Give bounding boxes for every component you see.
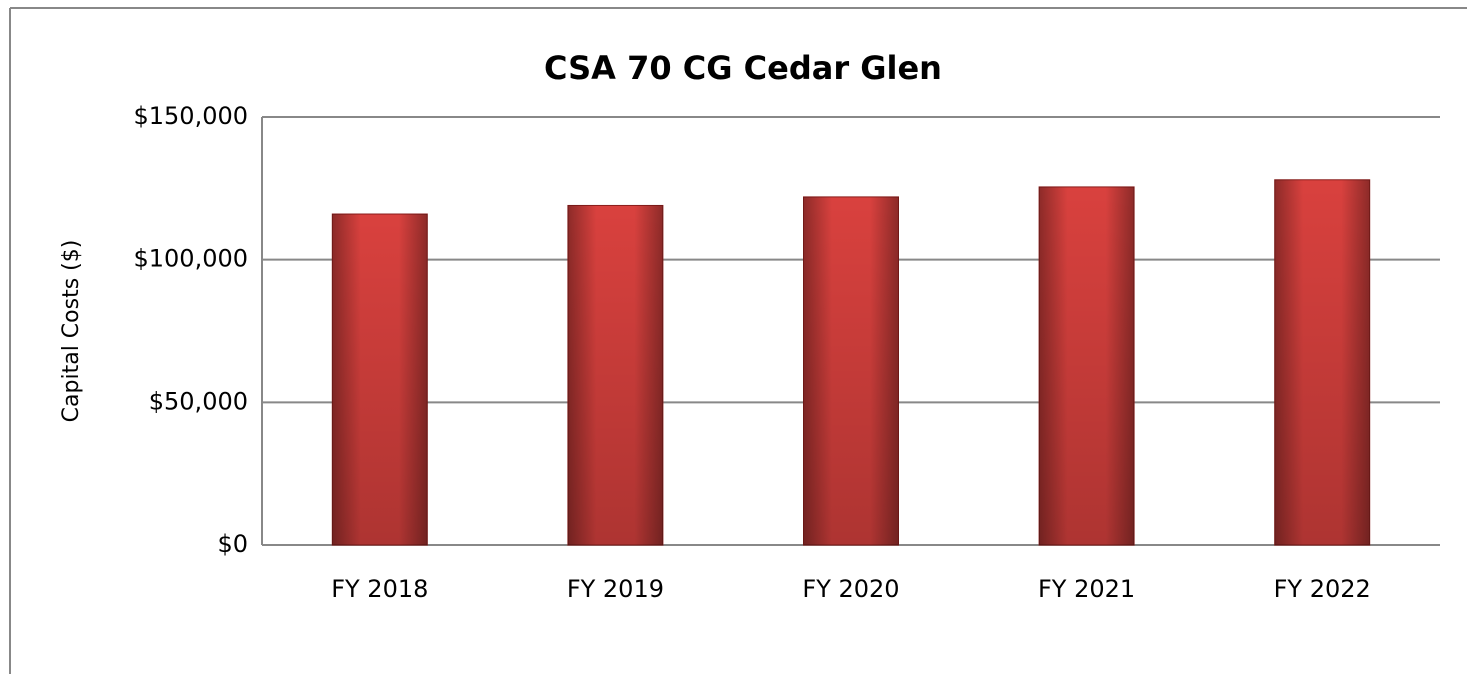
chart-title: CSA 70 CG Cedar Glen bbox=[544, 49, 942, 87]
y-tick-label: $0 bbox=[217, 530, 248, 558]
bar-shade bbox=[567, 205, 663, 545]
x-tick-label: FY 2022 bbox=[1274, 575, 1371, 603]
x-tick-label: FY 2020 bbox=[802, 575, 899, 603]
x-tick-label: FY 2018 bbox=[331, 575, 428, 603]
y-tick-label: $150,000 bbox=[133, 102, 248, 130]
y-axis-title: Capital Costs ($) bbox=[59, 240, 84, 423]
bar-shade bbox=[1039, 186, 1135, 545]
bar-shade bbox=[1274, 179, 1370, 546]
bar-shade bbox=[803, 196, 899, 546]
bar-shade bbox=[332, 214, 428, 545]
y-tick-label: $50,000 bbox=[149, 387, 248, 415]
x-tick-label: FY 2019 bbox=[567, 575, 664, 603]
x-tick-label: FY 2021 bbox=[1038, 575, 1135, 603]
y-tick-label: $100,000 bbox=[133, 245, 248, 273]
